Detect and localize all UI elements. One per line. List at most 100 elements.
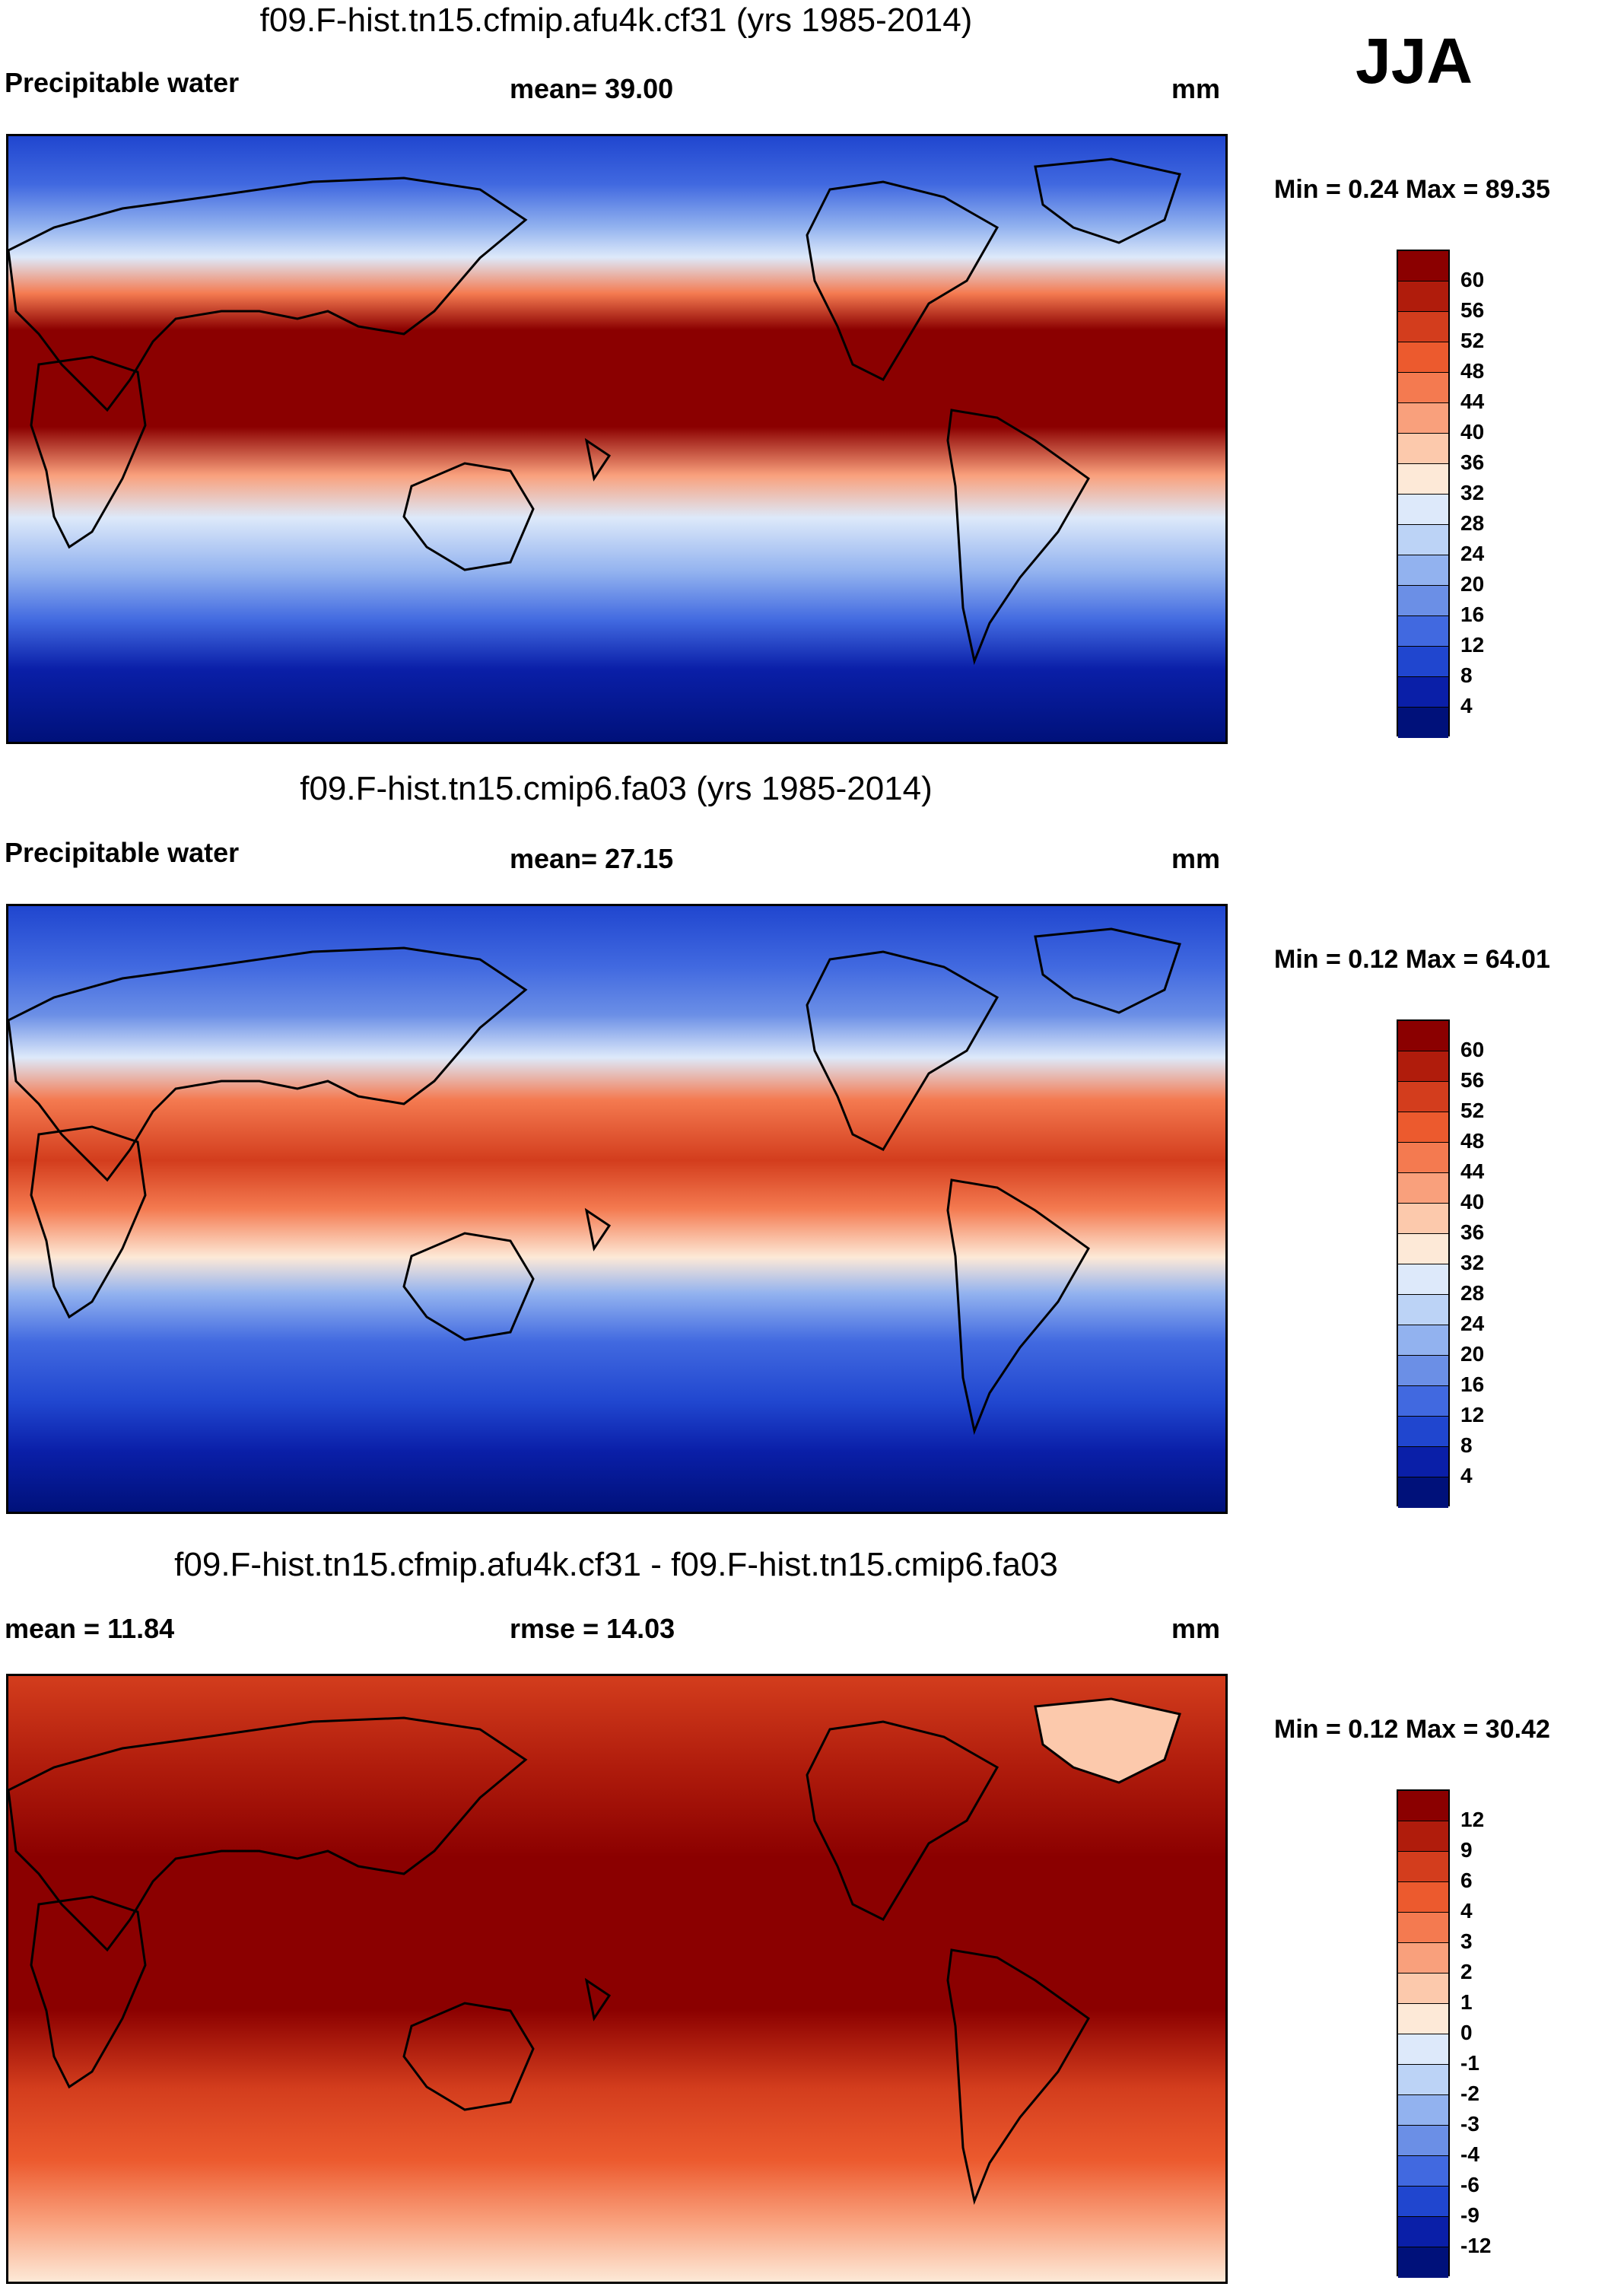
panel3-colorbar-tick: 0 [1460, 2021, 1473, 2044]
panel3-colorbar-bin [1398, 2217, 1448, 2247]
panel2-colorbar-bin [1398, 1417, 1448, 1447]
panel1-colorbar-tick: 60 [1460, 268, 1485, 291]
panel1-mean-label: mean= 39.00 [510, 73, 674, 104]
panel2-colorbar-bin [1398, 1143, 1448, 1173]
panel1-colorbar-bin [1398, 495, 1448, 525]
panel2-colorbar-tick: 12 [1460, 1403, 1485, 1426]
panel2-colorbar-tick: 8 [1460, 1433, 1473, 1457]
panel1-colorbar-bin [1398, 312, 1448, 342]
panel3-colorbar-tick: -9 [1460, 2203, 1479, 2227]
panel2-colorbar-tick: 28 [1460, 1281, 1485, 1305]
panel1-colorbar-tick: 12 [1460, 633, 1485, 657]
panel3-colorbar-tick: 12 [1460, 1808, 1485, 1831]
panel3-colorbar-tick: 9 [1460, 1838, 1473, 1862]
panel3-colorbar-tick: -1 [1460, 2051, 1479, 2075]
panel2-colorbar-bin [1398, 1295, 1448, 1325]
panel1-colorbar-tick: 56 [1460, 298, 1485, 322]
panel1-colorbar-tick: 48 [1460, 359, 1485, 383]
panel3-colorbar-bin [1398, 1791, 1448, 1821]
panel3-colorbar-tick: -2 [1460, 2082, 1479, 2105]
panel2-colorbar-tick: 16 [1460, 1372, 1485, 1396]
panel3-mean-label: mean = 11.84 [5, 1613, 175, 1644]
panel3-colorbar-bin [1398, 2126, 1448, 2156]
panel2-colorbar-bin [1398, 1447, 1448, 1477]
panel2-map-field [7, 906, 1225, 1512]
panel1-colorbar-bin [1398, 251, 1448, 281]
panel2-colorbar-bin [1398, 1082, 1448, 1112]
panel2-colorbar-bin [1398, 1325, 1448, 1356]
panel1-colorbar [1397, 250, 1450, 738]
panel3-colorbar-bin [1398, 2004, 1448, 2034]
panel1-colorbar-tick: 28 [1460, 511, 1485, 535]
panel1-colorbar-bin [1398, 708, 1448, 738]
panel3-colorbar-bin [1398, 1821, 1448, 1852]
panel2-colorbar-tick: 20 [1460, 1342, 1485, 1366]
panel1-colorbar-tick: 24 [1460, 542, 1485, 565]
panel1-colorbar-tick: 4 [1460, 694, 1473, 717]
panel3-colorbar-tick: 3 [1460, 1929, 1473, 1953]
panel3-colorbar-bin [1398, 2156, 1448, 2187]
panel2-map [6, 904, 1228, 1514]
panel2-colorbar-tick: 24 [1460, 1312, 1485, 1335]
panel1-colorbar-tick: 8 [1460, 663, 1473, 687]
panel3-colorbar-bin [1398, 2187, 1448, 2217]
panel3-colorbar-bin [1398, 2247, 1448, 2278]
panel3-colorbar-bin [1398, 2095, 1448, 2126]
panel1-coastlines [7, 157, 1181, 666]
panel1-colorbar-bin [1398, 555, 1448, 586]
panel1-colorbar-bin [1398, 677, 1448, 708]
panel2-colorbar-bin [1398, 1051, 1448, 1082]
panel1-colorbar-tick: 20 [1460, 572, 1485, 596]
panel3-colorbar-bin [1398, 1974, 1448, 2004]
panel2-colorbar-tick: 32 [1460, 1251, 1485, 1274]
panel3-colorbar-tick: -6 [1460, 2173, 1479, 2196]
panel1-colorbar-bin [1398, 616, 1448, 647]
panel3-colorbar-tick: 2 [1460, 1960, 1473, 1983]
panel1-colorbar-bin [1398, 403, 1448, 434]
panel1-colorbar-bin [1398, 434, 1448, 464]
panel2-colorbar-tick: 52 [1460, 1099, 1485, 1122]
panel3-title: f09.F-hist.tn15.cfmip.afu4k.cf31 - f09.F… [174, 1546, 1058, 1583]
panel3-colorbar-bin [1398, 1852, 1448, 1882]
panel3-colorbar-tick: 4 [1460, 1899, 1473, 1923]
panel2-coastlines [7, 927, 1181, 1436]
panel2-colorbar-bin [1398, 1204, 1448, 1234]
panel1-colorbar-tick: 40 [1460, 420, 1485, 444]
panel2-colorbar-tick: 56 [1460, 1068, 1485, 1092]
panel1-colorbar-bin [1398, 342, 1448, 373]
panel1-colorbar-tick: 32 [1460, 481, 1485, 504]
panel2-colorbar-tick: 36 [1460, 1220, 1485, 1244]
panel2-mean-label: mean= 27.15 [510, 843, 674, 874]
panel1-colorbar-bin [1398, 525, 1448, 555]
season-label: JJA [1355, 25, 1473, 97]
panel2-colorbar [1397, 1019, 1450, 1508]
panel3-minmax: Min = 0.12 Max = 30.42 [1274, 1715, 1550, 1744]
panel3-colorbar-bin [1398, 2034, 1448, 2065]
panel2-colorbar-bin [1398, 1386, 1448, 1417]
panel1-variable-label: Precipitable water [5, 67, 240, 98]
panel1-minmax: Min = 0.24 Max = 89.35 [1274, 175, 1550, 204]
panel3-colorbar-bin [1398, 2065, 1448, 2095]
panel1-colorbar-bin [1398, 647, 1448, 677]
panel1-map-field [7, 136, 1225, 742]
panel1-colorbar-tick: 52 [1460, 329, 1485, 352]
panel2-colorbar-tick: 60 [1460, 1038, 1485, 1061]
panel2-colorbar-bin [1398, 1173, 1448, 1204]
panel2-units: mm [1171, 843, 1221, 874]
panel1-colorbar-tick: 36 [1460, 450, 1485, 474]
panel3-colorbar-tick: 1 [1460, 1990, 1473, 2014]
panel2-colorbar-tick: 48 [1460, 1129, 1485, 1153]
panel1-map [6, 134, 1228, 744]
panel2-colorbar-bin [1398, 1234, 1448, 1264]
panel3-colorbar-bin [1398, 1943, 1448, 1974]
panel3-colorbar-bin [1398, 1882, 1448, 1913]
panel3-colorbar [1397, 1789, 1450, 2278]
panel1-colorbar-bin [1398, 373, 1448, 403]
panel2-colorbar-bin [1398, 1264, 1448, 1295]
panel2-title: f09.F-hist.tn15.cmip6.fa03 (yrs 1985-201… [300, 770, 933, 807]
panel3-colorbar-tick: -12 [1460, 2234, 1492, 2257]
panel3-map-field [7, 1676, 1225, 2282]
panel1-colorbar-bin [1398, 586, 1448, 616]
panel3-colorbar-tick: 6 [1460, 1869, 1473, 1892]
panel3-map [6, 1674, 1228, 2284]
